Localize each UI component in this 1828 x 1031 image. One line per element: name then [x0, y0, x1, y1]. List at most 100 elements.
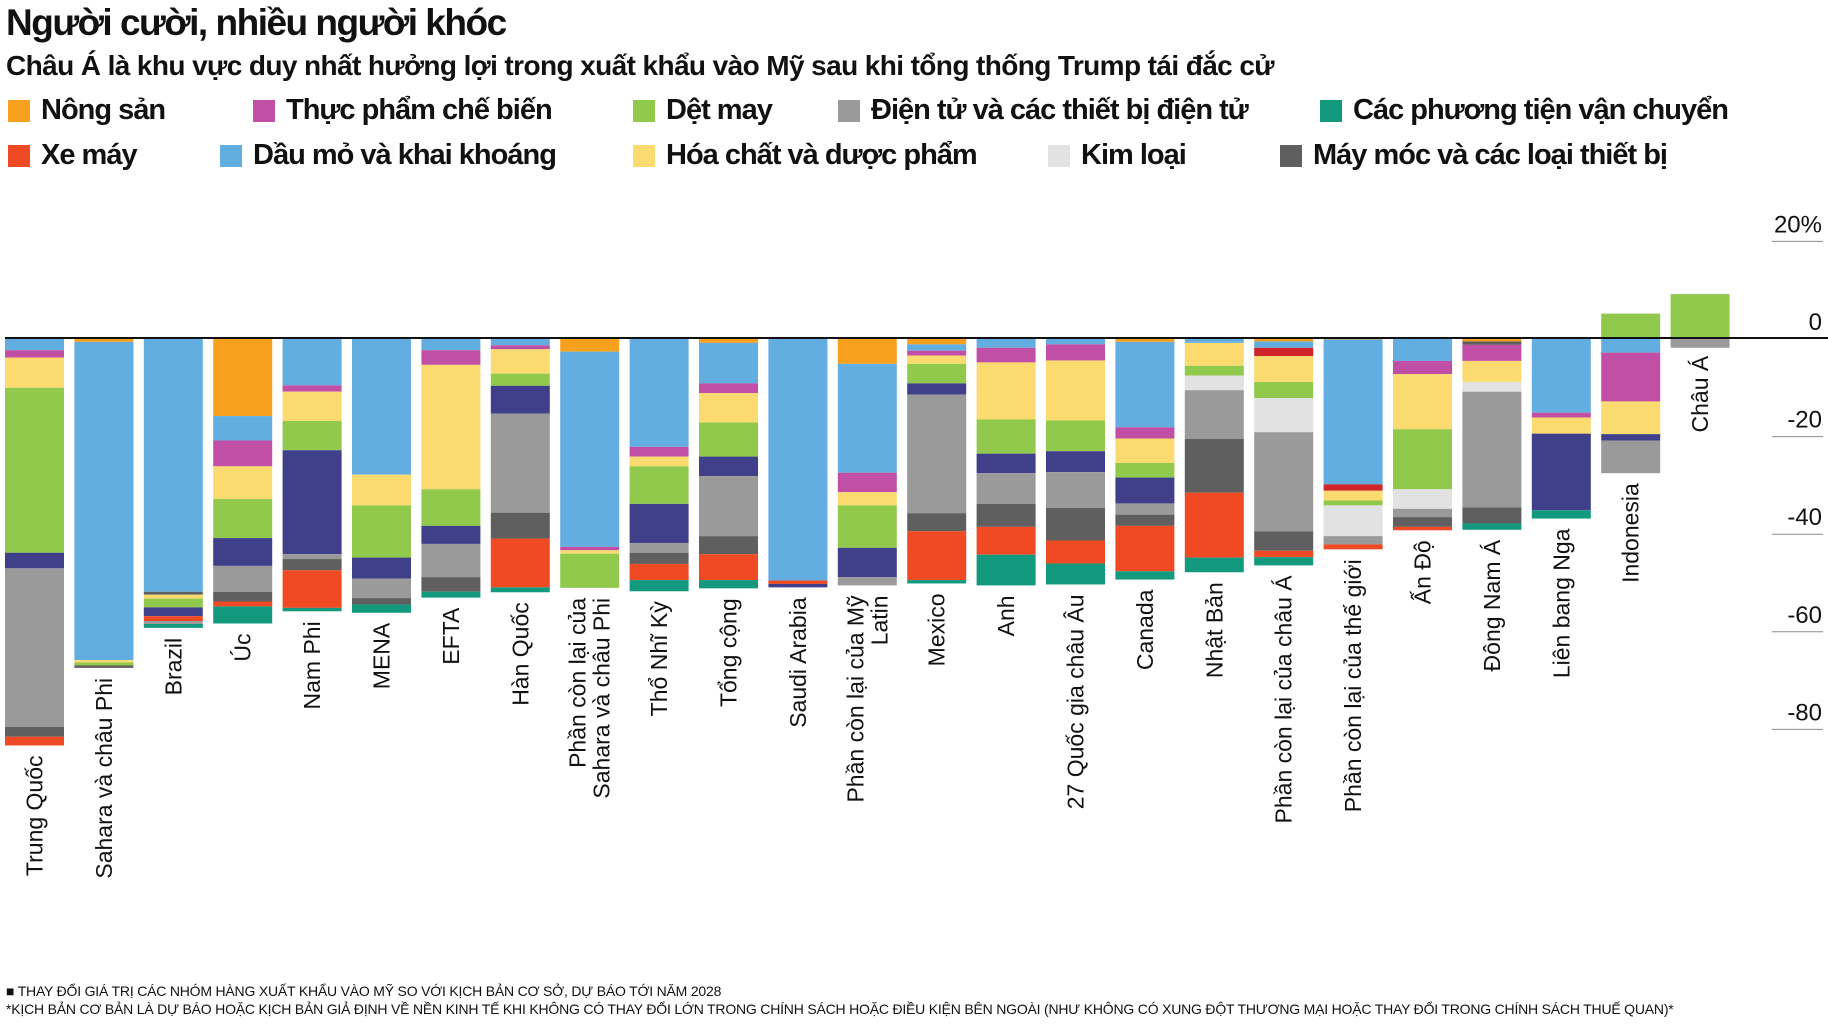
bar-segment: [490, 413, 550, 513]
bar-segment: [699, 393, 758, 423]
bar-segment: [1601, 401, 1661, 435]
bar-segment: [1115, 477, 1175, 504]
legend-item-dau-mo: Dầu mỏ và khai khoáng: [220, 139, 557, 172]
bar-segment: [1323, 536, 1383, 545]
category-label-line: Châu Á: [1687, 355, 1713, 432]
bar-segment: [1115, 514, 1175, 526]
bar-segment: [1601, 352, 1661, 402]
bar-segment: [907, 531, 967, 581]
category-label-line: Tổng cộng: [716, 598, 742, 707]
y-tick-label: -20: [1787, 407, 1822, 434]
bar-segment: [1531, 417, 1591, 434]
x-category-label: Phần còn lại của châu Á: [1271, 575, 1297, 824]
bar-segment: [1254, 557, 1314, 566]
bar-segment: [1254, 531, 1314, 551]
legend-label: Dầu mỏ và khai khoáng: [253, 139, 557, 171]
bar-segment: [629, 563, 689, 581]
bar-segment: [5, 726, 64, 737]
bar-segment: [976, 526, 1036, 555]
bar-segment: [74, 660, 134, 663]
legend-label: Kim loại: [1081, 139, 1187, 171]
bar-segment: [143, 591, 203, 595]
category-label-line: Liên bang Nga: [1548, 528, 1574, 678]
bar-segment: [490, 345, 550, 350]
bar-segment: [213, 591, 273, 602]
legend-swatch: [633, 144, 655, 167]
footnote-definition: *KỊCH BẢN CƠ BẢN LÀ DỰ BÁO HOẶC KỊCH BẢN…: [6, 1001, 1674, 1017]
legend-item-nong-san: Nông sản: [8, 94, 166, 127]
legend-item-van-chuyen: Các phương tiện vận chuyển: [1320, 94, 1729, 127]
bar-segment: [1184, 338, 1244, 343]
bar-segment: [143, 594, 203, 599]
category-label-line: Sahara và châu Phi: [589, 598, 615, 799]
bar-segment: [1601, 338, 1661, 353]
bar-segment: [629, 456, 689, 467]
bar-segment: [1046, 472, 1105, 508]
x-category-label: Ấn Độ: [1409, 540, 1436, 604]
bar-segment: [282, 450, 342, 555]
bar-segment: [629, 503, 689, 543]
bar-segment: [1601, 440, 1661, 474]
bar-segment: [421, 543, 481, 578]
y-tick-label: 20%: [1774, 211, 1822, 238]
bar-segment: [1323, 505, 1383, 537]
legend-swatch: [838, 99, 860, 122]
bar-segment: [490, 512, 550, 539]
bar-segment: [837, 492, 897, 506]
bar-segment: [1254, 432, 1314, 532]
bar-segment: [976, 554, 1036, 586]
bar-segment: [629, 338, 689, 447]
x-category-label: Brazil: [160, 638, 186, 696]
legend-label: Nông sản: [41, 94, 166, 126]
bar-segment: [629, 552, 689, 564]
x-category-label: Canada: [1132, 589, 1158, 670]
bar-segment: [1393, 374, 1452, 430]
bar-segment: [1393, 508, 1452, 518]
bar-segment: [1601, 434, 1661, 441]
category-label-line: Canada: [1132, 589, 1158, 670]
bar-segment: [74, 662, 134, 666]
bar-segment: [282, 420, 342, 451]
x-category-label: Tổng cộng: [716, 598, 742, 707]
bar-segment: [699, 536, 758, 555]
bar-segment: [1254, 550, 1314, 558]
bar-segment: [560, 338, 620, 352]
bar-segment: [907, 338, 967, 345]
legend-label: Dệt may: [666, 94, 773, 126]
bar-segment: [143, 623, 203, 628]
category-label-line: Ấn Độ: [1409, 540, 1436, 604]
bar-segment: [1115, 341, 1175, 428]
bar-segment: [143, 598, 203, 608]
bar-segment: [490, 385, 550, 414]
bar-segment: [1046, 344, 1105, 361]
bar-segment: [1323, 544, 1383, 550]
x-category-label: Thổ Nhĩ Kỳ: [646, 601, 672, 717]
bar-segment: [976, 338, 1036, 348]
x-category-label: Châu Á: [1687, 355, 1713, 432]
bar-segment: [282, 385, 342, 392]
bar-segment: [907, 580, 967, 584]
bar-segment: [1462, 360, 1522, 382]
bar-segment: [5, 568, 64, 727]
category-label-line: Trung Quốc: [22, 755, 48, 876]
bar-segment: [1323, 490, 1383, 501]
bar-segment: [1462, 381, 1522, 392]
bar-segment: [837, 505, 897, 548]
bar-segment: [213, 440, 273, 467]
bar-segment: [1184, 342, 1244, 366]
bar-segment: [1323, 500, 1383, 506]
bar-segment: [5, 338, 64, 351]
bar-segment: [1254, 381, 1314, 399]
bar-segment: [213, 565, 273, 592]
legend-swatch: [8, 99, 30, 122]
bar-segment: [1393, 360, 1452, 375]
bar-segment: [143, 616, 203, 622]
bar-segment: [213, 466, 273, 500]
bar-segment: [976, 503, 1036, 527]
bar-segment: [421, 350, 481, 365]
legend-label: Các phương tiện vận chuyển: [1353, 94, 1729, 126]
legend-swatch: [633, 99, 655, 122]
x-category-label: Trung Quốc: [22, 755, 48, 876]
x-category-label: MENA: [369, 622, 395, 689]
bar-segment: [976, 347, 1036, 363]
